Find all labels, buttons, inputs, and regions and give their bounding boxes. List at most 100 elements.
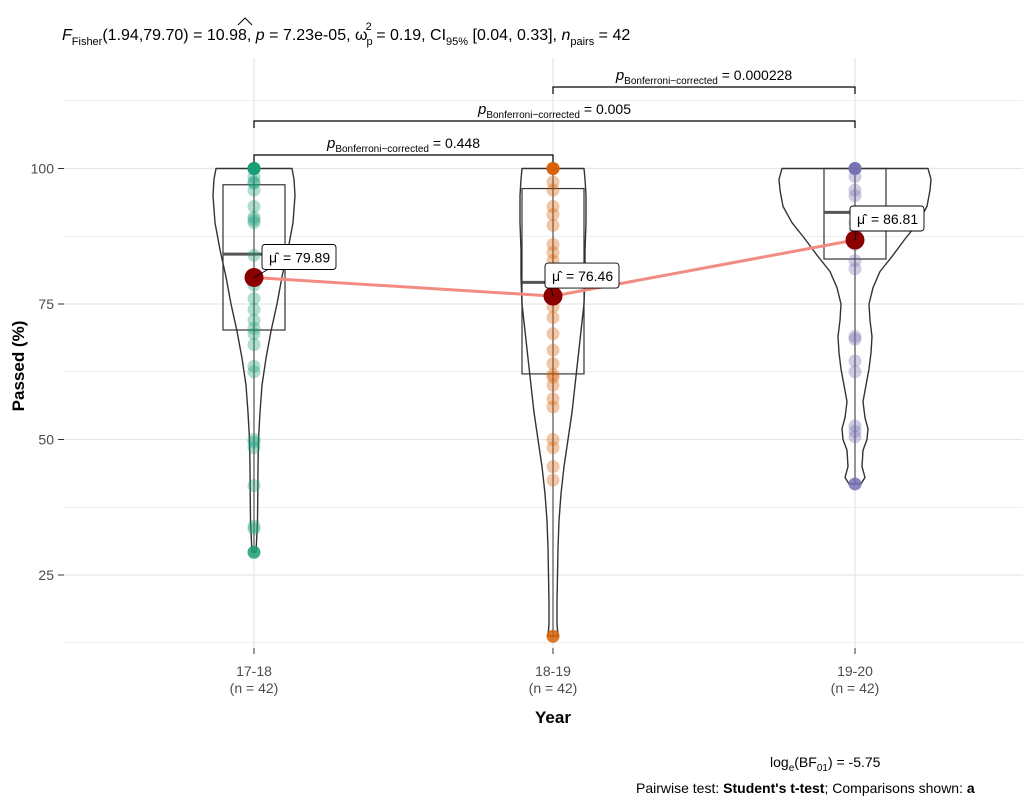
bracket-p-letter: p [615,67,624,84]
data-point [546,343,560,357]
x-tick-label: 18-19 [535,663,571,679]
data-point [848,189,862,203]
data-point [247,313,261,327]
bracket-p-letter: p [477,101,486,118]
bracket-p-sub: Bonferroni−corrected [486,110,580,121]
pairwise-cut: a [966,780,975,796]
mean-label-leader [253,269,269,278]
y-tick-label: 75 [38,296,54,312]
data-point [848,477,862,491]
n-sub: pairs [570,36,594,48]
comparison-bracket: pBonferroni−corrected = 0.005 [253,101,856,128]
x-tick-label: 17-18 [236,663,272,679]
pairwise-test: Student's t-test [723,780,825,796]
data-point [546,400,560,414]
data-point [546,629,560,643]
data-point [848,262,862,276]
data-point [247,292,261,306]
data-point [247,441,261,455]
f-sub: Fisher [72,36,103,48]
data-point [546,237,560,251]
data-point [247,176,261,190]
mean-markers: μ̂ = 79.89μ̂ = 76.46μ̂ = 86.81 [244,205,925,306]
mean-label: μ̂ = 76.46 [544,262,620,297]
x-tick-label: 19-20 [837,663,873,679]
bracket-p-value: = 0.005 [580,101,631,117]
mean-label: μ̂ = 79.89 [253,244,337,278]
data-point [546,327,560,341]
bracket-label: pBonferroni−corrected = 0.005 [477,101,631,121]
mean-label-leader [854,230,857,241]
pairwise-prefix: Pairwise test: [636,780,724,796]
bracket-line [253,154,554,162]
data-point [546,460,560,474]
f-args: (1.94,79.70) = 10.98, [102,27,255,44]
omega-symbol: ω [355,27,368,44]
data-point [848,330,862,344]
bf-value: ) = -5.75 [827,754,881,770]
data-point [546,208,560,222]
data-point [546,357,560,371]
p-value: = 7.23e-05, [265,27,355,44]
data-point [247,435,261,449]
data-point [546,199,560,213]
data-point [247,210,261,224]
n-letter: n [561,27,570,44]
violin-17-18 [212,167,296,553]
bf-prefix: log [770,754,789,770]
data-point [848,170,862,184]
pairwise-comparisons: pBonferroni−corrected = 0.448pBonferroni… [253,67,856,162]
mean-label-mu: μ̂ [269,249,280,265]
omega-hat-mark [237,17,253,26]
mean-label-leader [550,287,554,297]
mean-label-mu: μ̂ [857,211,868,227]
data-point [247,199,261,213]
data-point [848,365,862,379]
mean-label-value: = 86.81 [871,211,918,227]
x-axis-title: Year [535,708,571,727]
data-point [247,170,261,184]
mean-label-box [544,262,620,289]
data-point [848,354,862,368]
y-tick-label: 25 [38,567,54,583]
y-axis: 25 50 75 100 [31,161,64,583]
data-point [848,419,862,433]
comparison-bracket: pBonferroni−corrected = 0.000228 [552,67,856,94]
bracket-label: pBonferroni−corrected = 0.000228 [615,67,793,87]
data-point [546,392,560,406]
data-point [247,338,261,352]
bracket-line [552,86,856,94]
omega-sub: p [367,36,373,48]
data-point [247,365,261,379]
data-point [546,367,560,381]
x-axis: 17-18(n = 42)18-19(n = 42)19-20(n = 42) [230,648,880,696]
stats-header: FFisher(1.94,79.70) = 10.98, p = 7.23e-0… [62,21,630,48]
data-point [848,183,862,197]
data-point [247,479,261,493]
data-point [247,321,261,335]
omega-value: = 0.19, CI [372,27,446,44]
data-point [546,441,560,455]
data-point [546,473,560,487]
p-letter: p [255,27,265,44]
data-point [247,327,261,341]
comparison-bracket: pBonferroni−corrected = 0.448 [253,135,554,162]
data-point [546,311,560,325]
x-tick-n-label: (n = 42) [529,680,578,696]
data-point [848,162,862,175]
ci-sub: 95% [446,36,468,48]
data-point [247,519,261,533]
x-tick-n-label: (n = 42) [831,680,880,696]
bracket-p-sub: Bonferroni−corrected [335,144,429,155]
data-point [848,430,862,444]
data-points [247,162,862,643]
data-point [247,545,261,559]
omega-sup: 2 [366,21,372,33]
data-point [546,183,560,197]
bracket-label: pBonferroni−corrected = 0.448 [326,135,480,155]
bracket-p-letter: p [326,135,335,152]
mean-label-box [849,205,925,232]
bracket-line [253,120,856,128]
data-point [247,302,261,316]
ci-value: [0.04, 0.33], [468,27,561,44]
